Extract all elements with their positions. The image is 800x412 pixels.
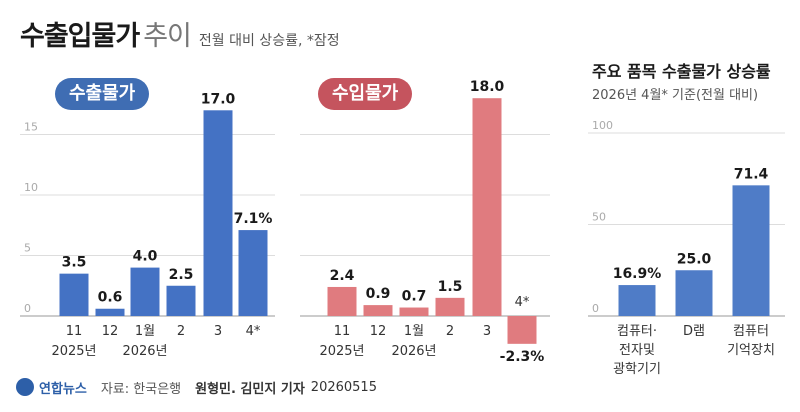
items-bar <box>675 270 713 316</box>
export-value-label: 0.6 <box>98 290 123 306</box>
export-bar <box>95 308 125 316</box>
import-category-label: 2 <box>446 324 454 339</box>
yonhap-logo-icon <box>16 378 34 396</box>
import-value-label: -2.3% <box>500 349 545 365</box>
date-text: 20260515 <box>310 379 377 395</box>
export-value-label: 17.0 <box>201 91 236 107</box>
export-category-label: 4* <box>246 324 261 339</box>
title-sub: 추이 <box>143 21 192 52</box>
title-main: 수출입물가 <box>20 21 140 52</box>
items-category-label: 전자및 <box>619 343 655 358</box>
items-bar <box>618 285 656 316</box>
items-category-label: 광학기기 <box>613 362 661 377</box>
export-bar <box>166 285 196 316</box>
export-category-label: 2 <box>177 324 185 339</box>
items-category-label: 컴퓨터· <box>617 324 657 339</box>
items-value-label: 71.4 <box>734 166 769 182</box>
items-ytick-label: 100 <box>592 119 613 132</box>
import-category-label: 11 <box>334 324 351 339</box>
source-text: 자료: 한국은행 <box>100 381 182 397</box>
items-category-label: 기억장치 <box>727 343 775 358</box>
export-year-label: 2026년 <box>122 344 167 359</box>
items-chart-subtitle: 2026년 4월* 기준(전월 대비) <box>592 88 759 103</box>
export-price-badge: 수출물가 <box>55 78 150 110</box>
import-bar <box>363 305 393 316</box>
import-category-label: 1월 <box>404 324 424 339</box>
export-value-label: 7.1% <box>234 211 273 227</box>
items-chart-title: 주요 품목 수출물가 상승률 <box>592 62 771 81</box>
import-bar <box>399 307 429 316</box>
export-category-label: 1월 <box>135 324 155 339</box>
credit-text: 원형민. 김민지 기자 <box>195 381 305 397</box>
export-category-label: 12 <box>102 324 119 339</box>
items-category-label: 컴퓨터 <box>733 324 769 339</box>
import-bar <box>435 297 465 316</box>
export-year-label: 2025년 <box>51 344 96 359</box>
items-ytick-label: 0 <box>592 302 599 315</box>
import-bar <box>472 98 502 316</box>
import-value-label: 0.7 <box>402 289 427 305</box>
export-value-label: 3.5 <box>62 255 87 271</box>
export-ytick-label: 0 <box>24 302 31 315</box>
export-ytick-label: 10 <box>24 181 38 194</box>
import-year-label: 2026년 <box>391 344 436 359</box>
export-value-label: 4.0 <box>133 249 158 265</box>
import-category-label: 12 <box>370 324 387 339</box>
items-category-label: D램 <box>683 324 705 339</box>
export-category-label: 3 <box>214 324 222 339</box>
import-year-label: 2025년 <box>319 344 364 359</box>
import-value-label: 18.0 <box>470 79 505 95</box>
footer: 연합뉴스 자료: 한국은행 원형민. 김민지 기자 20260515 <box>16 376 377 398</box>
import-bar <box>327 286 357 316</box>
items-ytick-label: 50 <box>592 211 606 224</box>
items-value-label: 16.9% <box>613 266 662 282</box>
logo-text: 연합뉴스 <box>39 381 87 397</box>
import-category-label: 3 <box>483 324 491 339</box>
export-category-label: 11 <box>66 324 83 339</box>
export-bar <box>59 273 89 316</box>
export-bar <box>203 110 233 316</box>
export-bar <box>130 267 160 316</box>
items-bar <box>732 185 770 316</box>
import-price-badge: 수입물가 <box>318 78 413 110</box>
import-bar <box>507 316 537 344</box>
export-ytick-label: 15 <box>24 121 38 134</box>
items-value-label: 25.0 <box>677 251 712 267</box>
import-category-label: 4* <box>515 295 530 310</box>
export-value-label: 2.5 <box>169 267 194 283</box>
export-bar <box>238 230 268 316</box>
import-value-label: 1.5 <box>438 279 463 295</box>
import-value-label: 2.4 <box>330 268 355 284</box>
import-value-label: 0.9 <box>366 286 391 302</box>
export-ytick-label: 5 <box>24 242 31 255</box>
title-note: 전월 대비 상승률, *잠정 <box>198 33 340 49</box>
page-title: 수출입물가 추이 전월 대비 상승률, *잠정 <box>20 14 340 53</box>
